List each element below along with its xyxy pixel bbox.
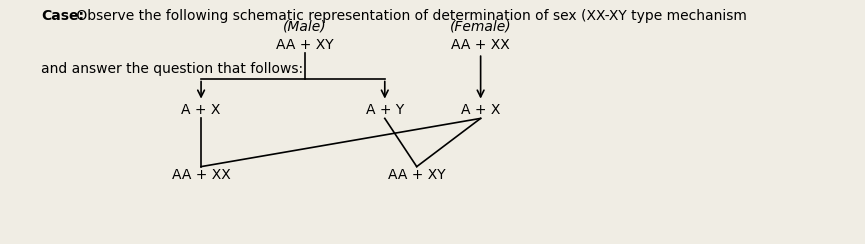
Text: A + X: A + X (461, 103, 500, 117)
Text: Case:: Case: (42, 9, 84, 23)
Text: (Male): (Male) (283, 20, 327, 34)
Text: Observe the following schematic representation of determination of sex (XX-XY ty: Observe the following schematic represen… (72, 9, 746, 23)
Text: A + Y: A + Y (366, 103, 404, 117)
Text: AA + XX: AA + XX (171, 168, 230, 182)
Text: A + X: A + X (182, 103, 221, 117)
Text: and answer the question that follows:: and answer the question that follows: (42, 62, 304, 76)
Text: AA + XY: AA + XY (388, 168, 445, 182)
Text: AA + XY: AA + XY (276, 38, 334, 52)
Text: AA + XX: AA + XX (452, 38, 510, 52)
Text: (Female): (Female) (450, 20, 511, 34)
